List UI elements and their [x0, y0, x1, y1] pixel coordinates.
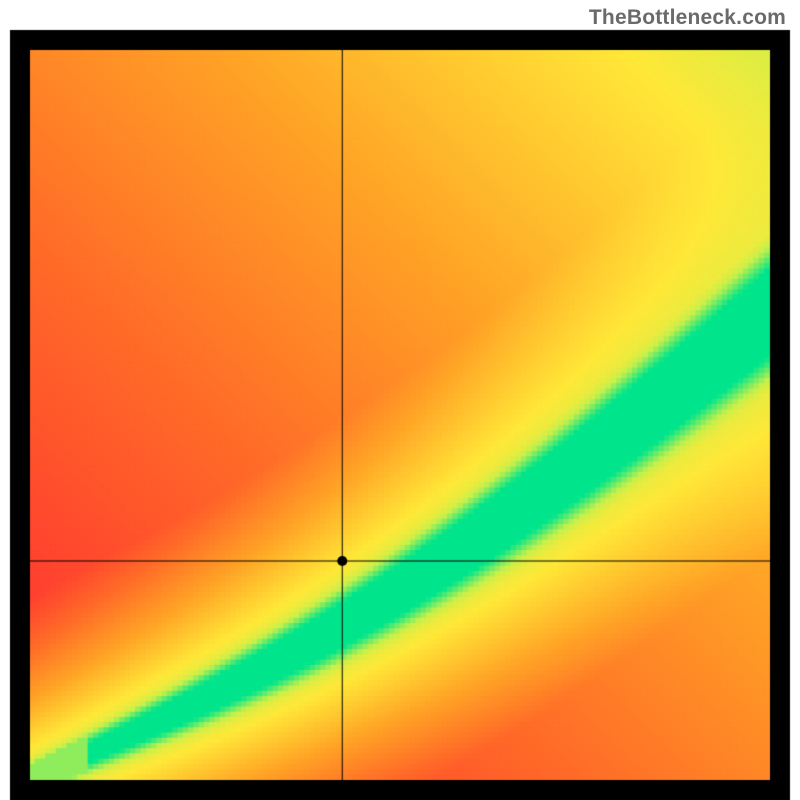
attribution-text: TheBottleneck.com: [589, 6, 786, 30]
page-root: TheBottleneck.com: [0, 0, 800, 800]
heatmap-canvas: [0, 0, 800, 800]
